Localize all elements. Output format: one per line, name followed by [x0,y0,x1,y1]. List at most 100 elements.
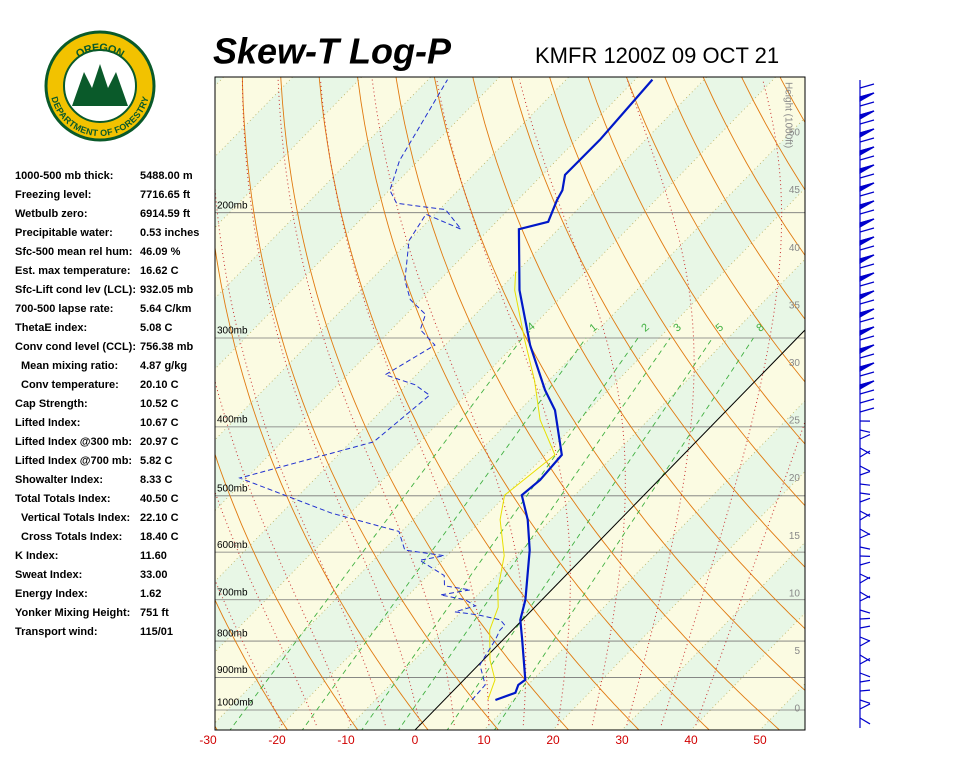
dry-adiabat [472,77,805,630]
moist-adiabat [518,79,626,726]
logo-top-text: OREGON [74,42,126,61]
mixing-ratio-line [229,337,523,730]
dry-adiabat [815,0,960,740]
barb [859,492,871,495]
barb-flag [859,200,875,211]
barb [859,617,871,620]
index-value: 10.67 C [140,417,179,429]
plot-area [215,0,960,740]
dry-adiabat [215,452,359,730]
moist-adiabat [215,379,352,726]
index-label: Showalter Index: [15,474,103,486]
dry-adiabat [510,77,805,568]
barb [859,429,871,433]
index-label: 1000-500 mb thick: [15,170,113,182]
index-value: 46.09 % [140,246,181,258]
dry-adiabat [318,77,640,730]
index-label: Vertical Totals Index: [21,512,130,524]
barb-flag [859,92,875,103]
index-value: 18.40 C [140,531,179,543]
barb [859,353,875,359]
index-label: Yonker Mixing Height: [15,607,130,619]
wind-barbs [859,80,875,728]
index-value: 751 ft [140,607,169,619]
index-label: Sweat Index: [15,569,82,581]
barb [859,546,871,550]
barb [859,263,875,269]
barb [859,245,875,251]
height-tick-label: 15 [789,531,801,542]
pressure-label: 300mb [217,326,248,337]
barb [859,398,875,404]
isotherm-band [820,0,960,739]
barb [859,625,871,629]
height-tick-label: 5 [794,646,800,657]
index-value: 932.05 mb [140,284,193,296]
barb [859,497,871,503]
moist-adiabat [277,79,455,726]
pressure-label: 500mb [217,483,248,494]
barb [859,533,871,539]
barb [859,83,875,89]
index-label: Lifted Index: [15,417,80,429]
barb-flag [859,308,875,319]
height-axis-label: Height (1000ft) [782,82,793,148]
moist-adiabat [241,79,421,726]
barb [859,595,871,602]
pressure-label: 1000mb [217,698,254,709]
pressure-label: 400mb [217,415,248,426]
station: KMFR 1200Z 09 OCT 21 [535,43,779,68]
index-label: Precipitable water: [15,227,113,239]
index-label: K Index: [15,550,58,562]
index-value: 756.38 mb [140,341,193,353]
index-label: Wetbulb zero: [15,208,88,220]
barb-flag [859,344,875,355]
pressure-label: 200mb [217,200,248,211]
index-label: Cross Totals Index: [21,531,122,543]
index-value: 5.82 C [140,455,172,467]
index-value: 5.08 C [140,322,172,334]
index-value: 5.64 C/km [140,303,192,315]
index-value: 6914.59 ft [140,208,190,220]
barb [859,672,871,678]
temperature-tick-label: 20 [546,733,560,747]
barb-flag [859,254,875,265]
isotherm [483,400,805,730]
barb-flag [859,326,875,337]
plot-frame [214,76,806,731]
barb [859,465,871,472]
temperature-tick-label: 40 [684,733,698,747]
isotherm [215,117,805,724]
mixing-ratio-line [493,337,754,730]
height-tick-label: 20 [789,473,801,484]
isotherm [552,470,805,730]
dry-adiabat [549,77,805,507]
index-value: 40.50 C [140,493,179,505]
index-value: 4.87 g/kg [140,360,187,372]
index-value: 11.60 [140,550,167,562]
height-tick-label: 45 [789,185,801,196]
moist-adiabat [660,79,783,726]
height-tick-label: 0 [794,704,800,715]
index-label: Freezing level: [15,189,91,201]
barb [859,658,871,665]
isotherm-band [552,471,805,730]
barb [859,717,871,725]
barb [859,317,875,323]
barb [859,654,871,662]
logo: OREGON DEPARTMENT OF FORESTRY [44,30,156,142]
barb [859,679,871,683]
isotherm [621,541,805,730]
isotherm-band [215,117,805,730]
index-label: Conv temperature: [21,379,119,391]
barb [859,227,875,233]
barb [859,371,875,377]
dewpoint-profile [238,79,506,701]
temperature-tick-label: 50 [753,733,767,747]
barb-flag [859,380,875,391]
temperature-tick-label: 30 [615,733,629,747]
index-value: 20.10 C [140,379,179,391]
index-value: 16.62 C [140,265,179,277]
isotherm [215,77,777,653]
